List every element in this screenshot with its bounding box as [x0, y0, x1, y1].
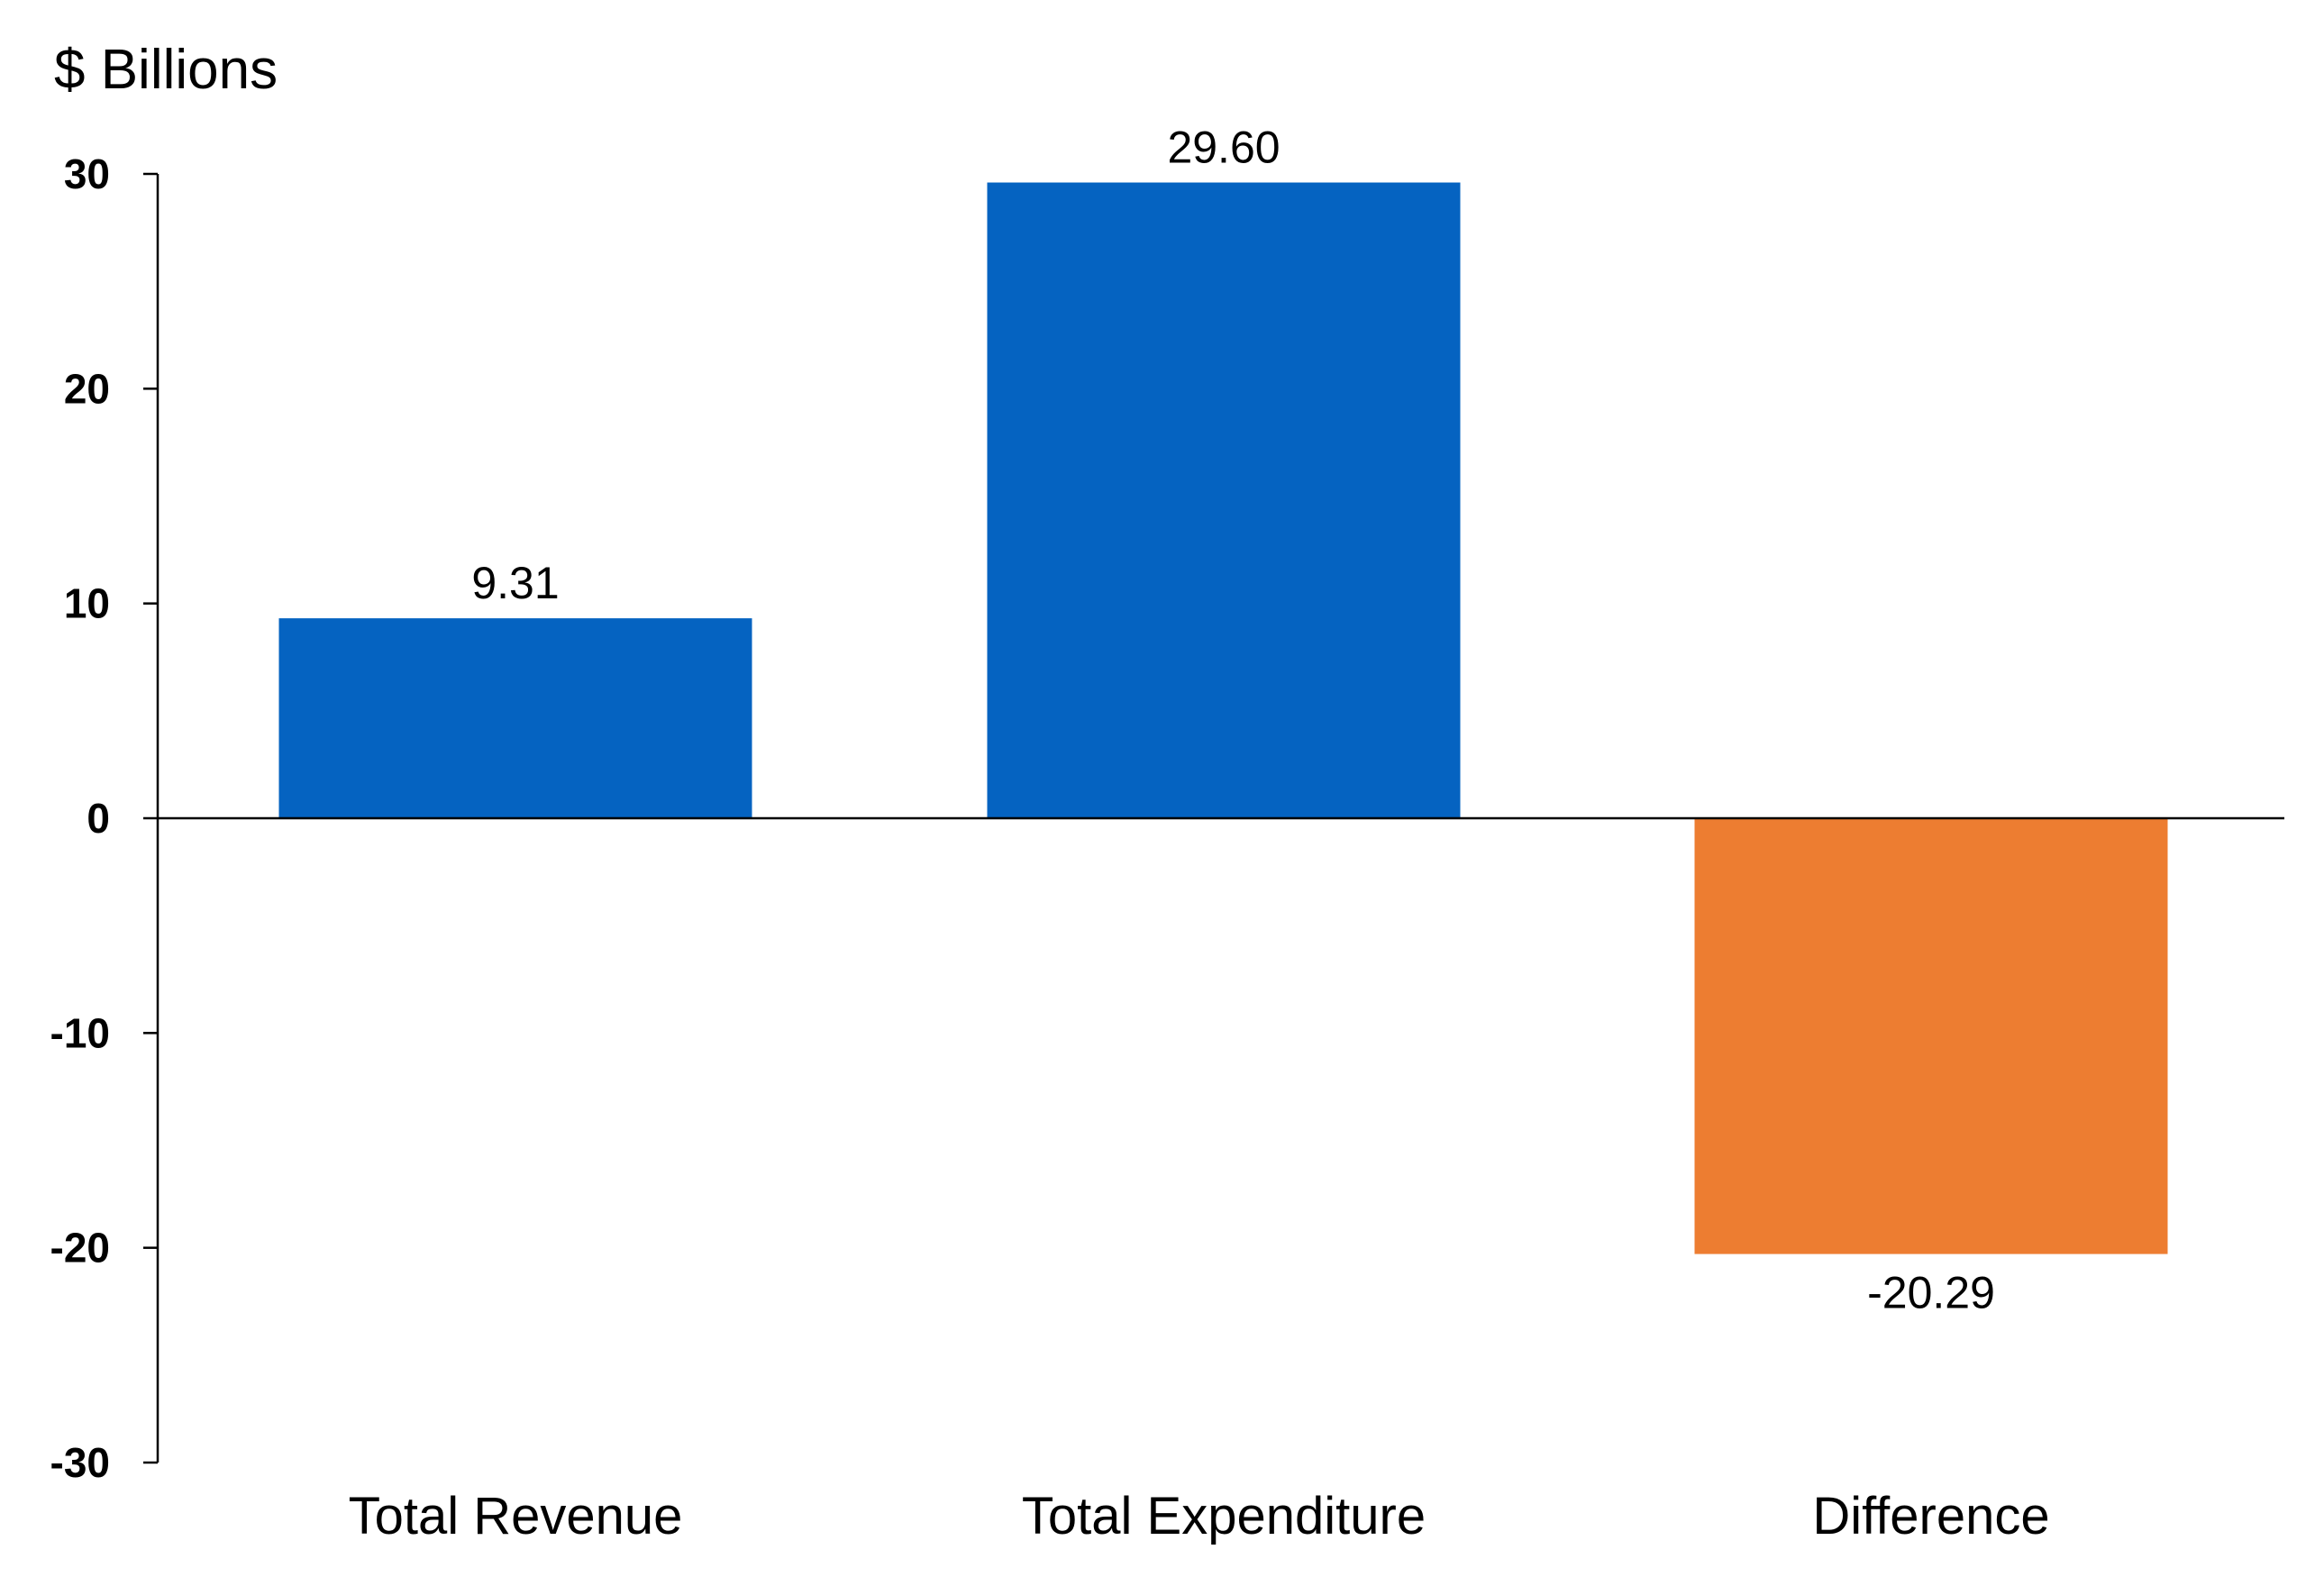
y-axis-ticks: 30 20 10 0 -10 -20 -30	[50, 150, 158, 1486]
bars	[278, 182, 2168, 1254]
y-tick-label: 0	[87, 795, 110, 842]
bar-total-revenue	[278, 618, 752, 818]
x-tick-label: Total Revenue	[349, 1487, 683, 1545]
bar-difference	[1694, 818, 2168, 1254]
data-labels: 9.31 29.60 -20.29	[471, 123, 1995, 1318]
bar-value-label: 9.31	[471, 558, 559, 608]
y-tick-label: 20	[64, 365, 110, 412]
x-axis-ticks: Total Revenue Total Expenditure Difference	[349, 1487, 2050, 1545]
axes	[156, 174, 2284, 1463]
bar-value-label: -20.29	[1867, 1268, 1995, 1318]
x-tick-label: Total Expenditure	[1022, 1487, 1426, 1545]
x-tick-label: Difference	[1812, 1487, 2049, 1545]
y-tick-label: -10	[50, 1009, 110, 1056]
y-tick-label: -30	[50, 1439, 110, 1486]
bar-value-label: 29.60	[1167, 123, 1280, 173]
y-tick-label: -20	[50, 1225, 110, 1272]
y-tick-label: 30	[64, 150, 110, 197]
y-tick-label: 10	[64, 580, 110, 627]
y-axis-unit-label: $ Billions	[54, 39, 278, 101]
bar-total-expenditure	[987, 182, 1461, 819]
